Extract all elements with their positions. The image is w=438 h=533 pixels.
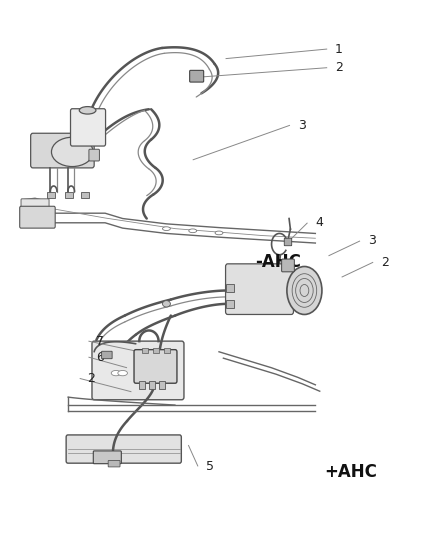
Text: 2: 2 [335, 61, 343, 74]
Text: +AHC: +AHC [324, 463, 377, 481]
Text: 6: 6 [96, 351, 104, 364]
Bar [81, 192, 89, 198]
Ellipse shape [215, 231, 223, 235]
Text: 4: 4 [315, 216, 323, 229]
Ellipse shape [52, 137, 93, 167]
Text: 1: 1 [335, 43, 343, 55]
Ellipse shape [162, 227, 170, 231]
Ellipse shape [287, 266, 322, 314]
FancyBboxPatch shape [93, 451, 121, 464]
FancyBboxPatch shape [282, 259, 294, 272]
FancyBboxPatch shape [89, 149, 99, 161]
Ellipse shape [79, 107, 96, 114]
FancyBboxPatch shape [226, 264, 293, 314]
FancyBboxPatch shape [284, 238, 292, 246]
FancyBboxPatch shape [21, 199, 49, 214]
Bar [153, 348, 159, 353]
Bar [226, 300, 234, 308]
Bar [226, 284, 234, 292]
FancyBboxPatch shape [66, 435, 181, 463]
FancyBboxPatch shape [31, 133, 94, 168]
Bar [142, 348, 148, 353]
Bar [47, 192, 55, 198]
Text: 3: 3 [298, 119, 306, 132]
FancyBboxPatch shape [190, 70, 204, 82]
Bar [159, 381, 165, 389]
Ellipse shape [189, 229, 197, 233]
Ellipse shape [118, 370, 127, 376]
Bar [65, 192, 73, 198]
FancyBboxPatch shape [20, 206, 55, 228]
Text: 5: 5 [206, 460, 214, 473]
Bar [149, 381, 155, 389]
FancyBboxPatch shape [134, 350, 177, 383]
Bar [164, 348, 170, 353]
Text: -AHC: -AHC [255, 253, 301, 271]
FancyBboxPatch shape [108, 461, 120, 467]
Text: 7: 7 [96, 335, 104, 348]
Text: 2: 2 [88, 372, 95, 385]
Bar [139, 381, 145, 389]
FancyBboxPatch shape [92, 341, 184, 400]
Text: 2: 2 [381, 256, 389, 269]
Ellipse shape [162, 301, 170, 307]
FancyBboxPatch shape [102, 351, 112, 359]
Text: 3: 3 [368, 235, 376, 247]
Ellipse shape [111, 370, 121, 376]
FancyBboxPatch shape [71, 109, 106, 146]
